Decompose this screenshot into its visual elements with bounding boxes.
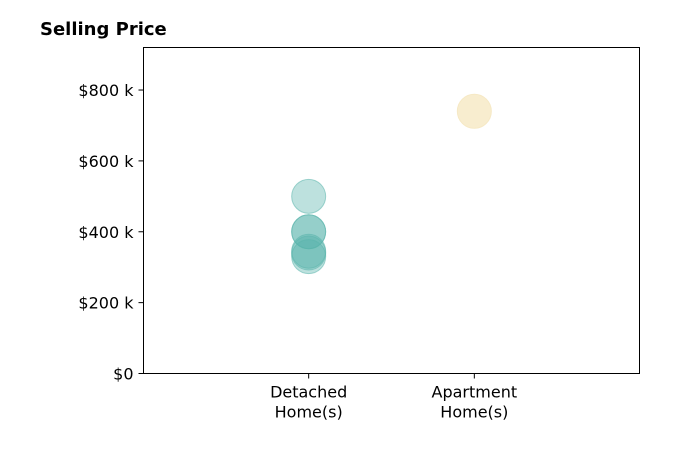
y-tick-label: $800 k	[78, 81, 134, 100]
y-tick-label: $200 k	[78, 294, 134, 313]
data-point	[291, 178, 327, 214]
chart-title: Selling Price	[40, 19, 167, 40]
y-tick-label: $600 k	[78, 152, 134, 171]
plot-frame	[143, 47, 640, 374]
y-tick-label: $0	[113, 365, 133, 384]
data-point	[456, 93, 492, 129]
plot-area	[291, 93, 492, 275]
x-tick-label: Detached Home(s)	[270, 383, 347, 422]
x-axis: Detached Home(s) Apartment Home(s)	[270, 373, 518, 422]
data-point	[291, 214, 327, 250]
data-point	[291, 233, 327, 269]
y-axis: $0 $200 k $400 k $600 k $800 k	[78, 81, 144, 384]
x-tick-label: Apartment Home(s)	[432, 383, 518, 422]
y-tick-label: $400 k	[78, 223, 134, 242]
data-point	[291, 239, 327, 275]
